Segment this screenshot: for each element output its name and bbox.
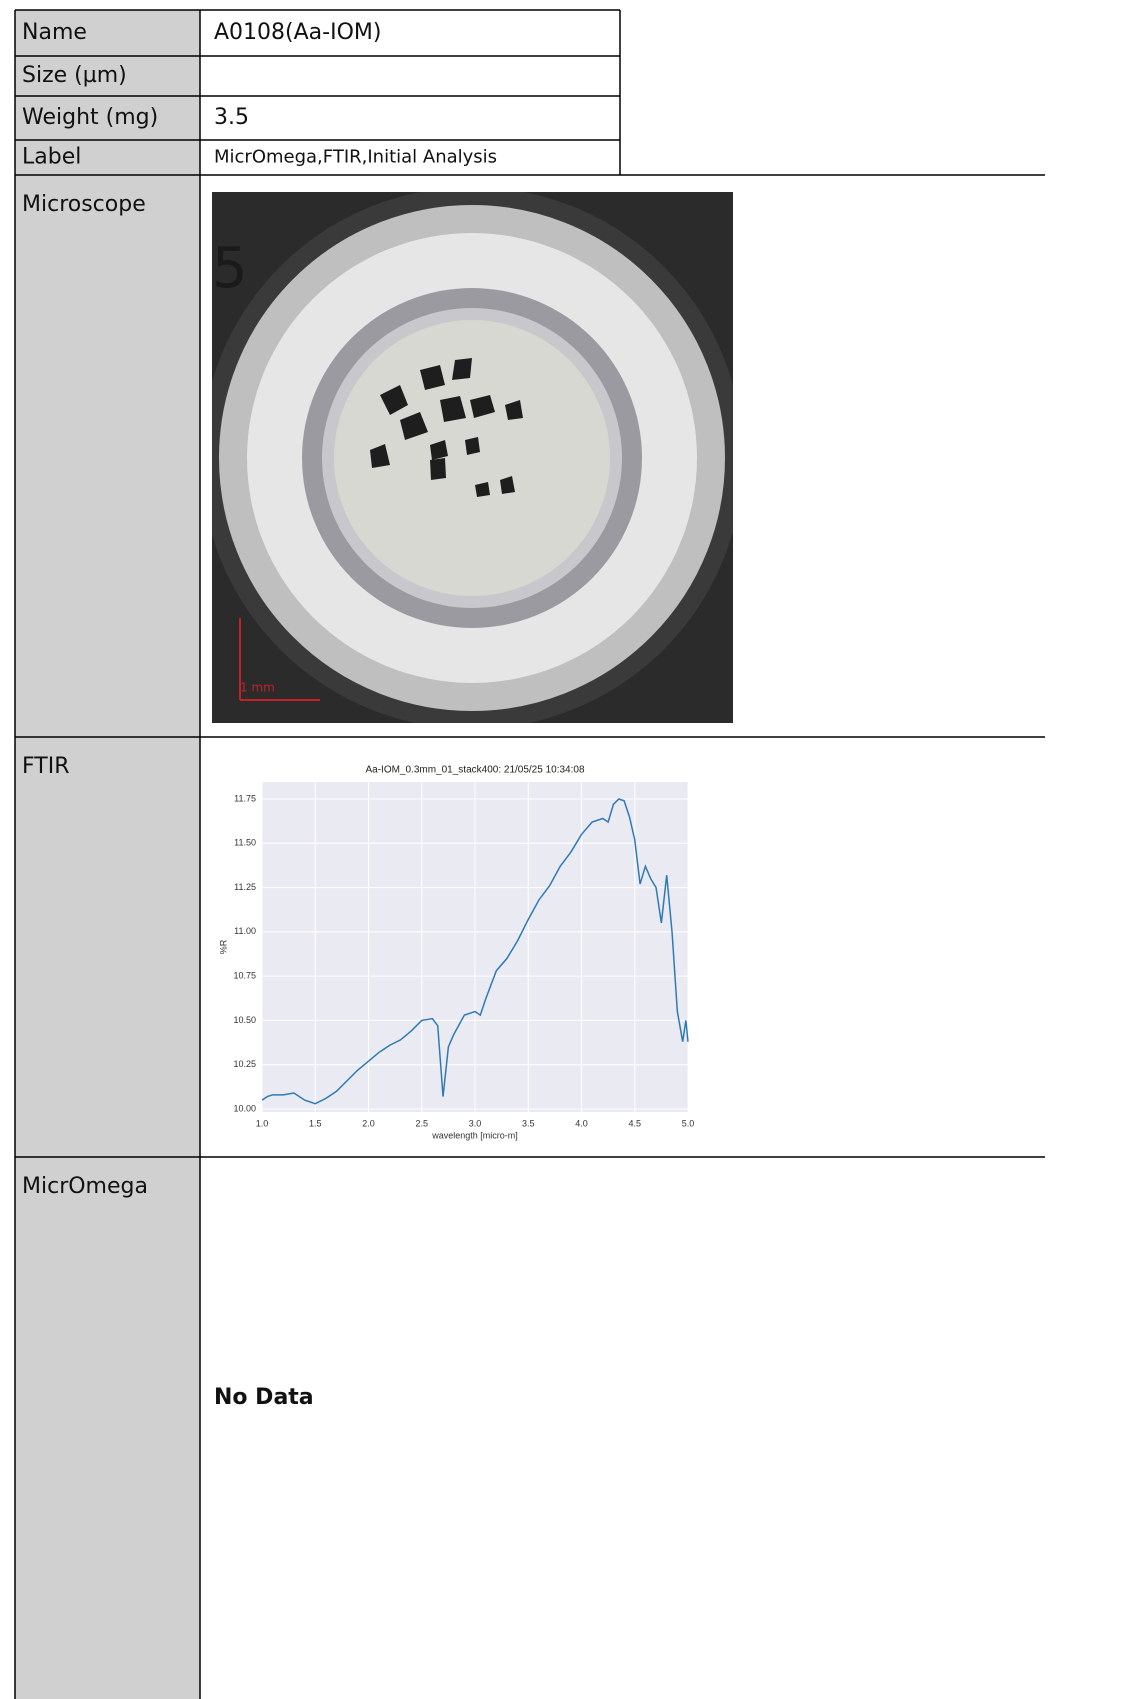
- y-tick-label: 10.75: [233, 971, 256, 981]
- row-label: Microscope: [22, 192, 146, 217]
- x-tick-label: 4.0: [575, 1118, 588, 1128]
- scale-bar-label: 1 mm: [240, 681, 275, 695]
- microscope-photo: [212, 192, 733, 723]
- row-label: MicrOmega: [22, 1174, 148, 1199]
- x-tick-label: 2.5: [415, 1118, 428, 1128]
- x-tick-label: 3.5: [522, 1118, 535, 1128]
- row-label: Name: [22, 20, 87, 45]
- row-value: A0108(Aa-IOM): [214, 20, 381, 45]
- x-tick-label: 3.0: [469, 1118, 482, 1128]
- row-label: FTIR: [22, 754, 69, 779]
- x-tick-label: 2.0: [362, 1118, 375, 1128]
- x-tick-label: 1.0: [256, 1118, 269, 1128]
- row-label: Weight (mg): [22, 105, 158, 130]
- no-data: No Data: [214, 1385, 314, 1410]
- row-value: MicrOmega,FTIR,Initial Analysis: [214, 147, 497, 168]
- ftir-chart: Aa-IOM_0.3mm_01_stack400: 21/05/25 10:34…: [218, 765, 694, 1141]
- y-tick-label: 11.25: [234, 882, 256, 892]
- y-axis-label: %R: [218, 939, 228, 954]
- photo-number: 5: [212, 236, 248, 301]
- row-label: Size (µm): [22, 63, 127, 88]
- label-column: [15, 10, 200, 1699]
- y-tick-label: 11.50: [234, 838, 256, 848]
- x-tick-label: 4.5: [628, 1118, 641, 1128]
- x-tick-label: 5.0: [682, 1118, 695, 1128]
- y-tick-label: 11.00: [234, 926, 256, 936]
- y-tick-label: 10.00: [233, 1103, 256, 1113]
- row-value: 3.5: [214, 105, 249, 130]
- y-tick-label: 10.25: [233, 1059, 256, 1069]
- chart-title: Aa-IOM_0.3mm_01_stack400: 21/05/25 10:34…: [365, 765, 584, 776]
- y-tick-label: 11.75: [234, 793, 256, 803]
- y-tick-label: 10.50: [233, 1015, 256, 1025]
- table-borders: [14, 9, 1045, 1699]
- x-axis-label: wavelength [micro-m]: [431, 1130, 518, 1140]
- x-tick-label: 1.5: [309, 1118, 322, 1128]
- row-label: Label: [22, 145, 81, 170]
- spectrum-line: [261, 798, 689, 1105]
